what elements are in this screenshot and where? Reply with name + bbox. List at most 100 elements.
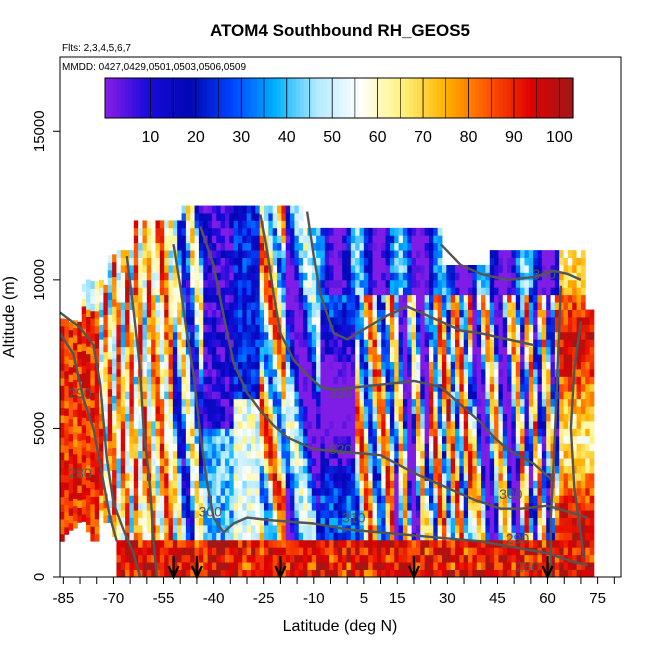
- rh-cell: [515, 517, 521, 526]
- rh-cell: [116, 569, 122, 577]
- rh-cell: [381, 562, 386, 570]
- rh-cell: [224, 562, 230, 570]
- rh-cell: [164, 406, 169, 414]
- rh-cell: [311, 502, 317, 511]
- rh-cell: [324, 406, 330, 414]
- rh-cell: [316, 309, 321, 318]
- rh-cell: [437, 525, 443, 533]
- rh-cell: [320, 532, 326, 541]
- rh-cell: [398, 331, 404, 340]
- rh-cell: [285, 510, 291, 518]
- rh-cell: [520, 547, 525, 556]
- rh-cell: [324, 227, 330, 236]
- rh-cell: [363, 562, 369, 570]
- rh-cell: [94, 392, 100, 401]
- rh-cell: [324, 361, 330, 370]
- rh-cell: [476, 465, 482, 474]
- rh-cell: [355, 435, 360, 444]
- rh-cell: [502, 569, 508, 577]
- rh-cell: [337, 465, 343, 474]
- rh-cell: [198, 235, 204, 244]
- rh-cell: [337, 406, 343, 414]
- rh-cell: [181, 331, 187, 340]
- rh-cell: [211, 235, 217, 244]
- rh-cell: [164, 562, 169, 570]
- rh-cell: [224, 413, 230, 422]
- rh-cell: [207, 376, 213, 385]
- rh-cell: [489, 562, 495, 570]
- rh-cell: [316, 480, 321, 489]
- rh-cell: [151, 220, 156, 229]
- rh-cell: [346, 302, 352, 310]
- rh-cell: [346, 279, 352, 288]
- rh-cell: [290, 406, 295, 414]
- rh-cell: [298, 220, 304, 229]
- rh-cell: [424, 510, 430, 518]
- rh-cell: [424, 369, 430, 377]
- rh-cell: [394, 242, 399, 251]
- rh-cell: [524, 383, 530, 392]
- rh-cell: [307, 235, 313, 244]
- rh-cell: [520, 361, 525, 370]
- rh-cell: [437, 443, 443, 452]
- rh-cell: [476, 272, 482, 281]
- rh-cell: [459, 547, 465, 556]
- rh-cell: [164, 279, 169, 288]
- rh-cell: [485, 450, 491, 459]
- rh-cell: [185, 227, 191, 236]
- rh-cell: [511, 339, 517, 348]
- rh-cell: [355, 287, 360, 296]
- rh-cell: [355, 398, 360, 407]
- rh-cell: [264, 487, 269, 496]
- rh-cell: [398, 413, 404, 422]
- rh-cell: [489, 569, 495, 577]
- rh-cell: [411, 428, 417, 437]
- rh-cell: [498, 547, 504, 556]
- rh-cell: [520, 510, 525, 518]
- rh-cell: [359, 554, 365, 563]
- rh-cell: [381, 428, 386, 437]
- rh-cell: [168, 502, 174, 511]
- rh-cell: [494, 369, 499, 377]
- rh-cell: [507, 331, 512, 340]
- rh-cell: [60, 526, 65, 535]
- rh-cell: [528, 450, 534, 459]
- rh-cell: [168, 391, 174, 400]
- rh-cell: [481, 465, 486, 474]
- rh-cell: [112, 469, 117, 478]
- rh-cell: [181, 473, 187, 481]
- rh-cell: [120, 250, 126, 258]
- rh-cell: [359, 487, 365, 496]
- rh-cell: [507, 413, 512, 422]
- rh-cell: [316, 525, 321, 533]
- rh-cell: [94, 348, 100, 356]
- rh-cell: [533, 279, 538, 288]
- rh-cell: [159, 443, 165, 452]
- rh-cell: [242, 532, 248, 541]
- rh-cell: [485, 562, 491, 570]
- rh-cell: [372, 317, 378, 325]
- rh-cell: [251, 294, 256, 303]
- rh-cell: [368, 495, 373, 504]
- rh-cell: [99, 324, 104, 333]
- rh-cell: [450, 517, 456, 526]
- rh-cell: [398, 465, 404, 474]
- rh-cell: [237, 554, 243, 563]
- rh-cell: [468, 324, 473, 333]
- rh-cell: [311, 302, 317, 310]
- rh-cell: [324, 465, 330, 474]
- rh-cell: [329, 450, 334, 459]
- rh-cell: [385, 302, 391, 310]
- rh-cell: [389, 369, 395, 377]
- rh-cell: [459, 331, 465, 340]
- rh-cell: [424, 279, 430, 288]
- rh-cell: [428, 331, 434, 340]
- rh-cell: [320, 413, 326, 422]
- rh-cell: [428, 413, 434, 422]
- rh-cell: [255, 532, 261, 541]
- rh-cell: [420, 487, 426, 496]
- rh-cell: [116, 554, 122, 563]
- rh-cell: [151, 562, 156, 570]
- rh-cell: [259, 421, 265, 429]
- rh-cell: [355, 569, 360, 577]
